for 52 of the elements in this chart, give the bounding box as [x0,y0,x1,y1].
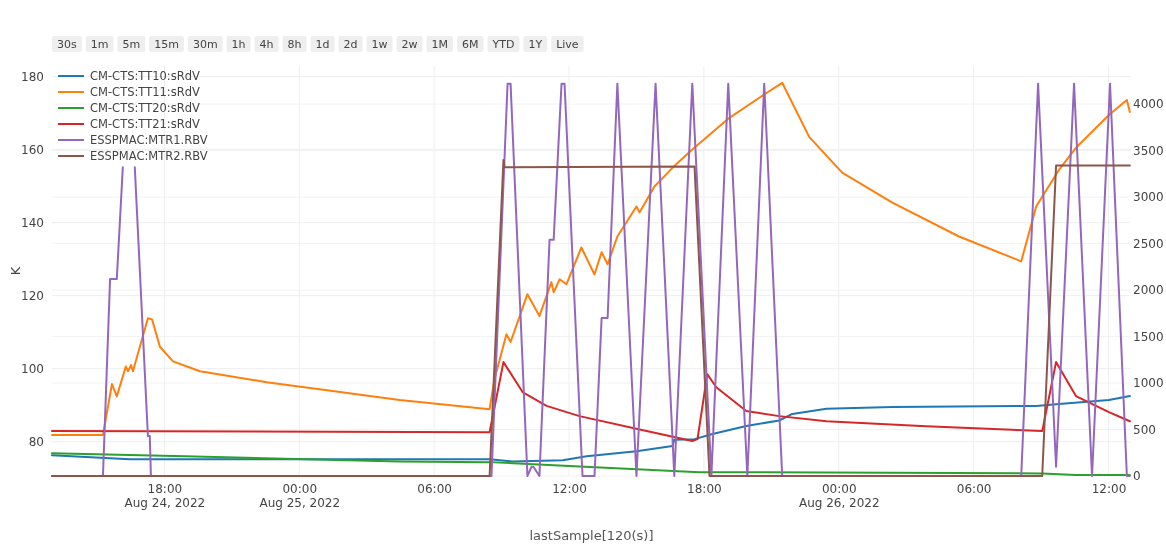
y-tick-label: 80 [28,435,44,450]
x-tick-label: 18:00 [687,481,722,496]
text: 1Y [528,38,543,51]
y-tick-label: 140 [21,215,44,230]
line-series [51,158,1131,477]
text: 5m [122,38,141,51]
text: 2d [343,38,358,51]
text: Live [556,38,579,51]
x-tick-label: 12:00 [1091,481,1127,496]
y2-tick-label: 0 [1133,469,1141,484]
line-series [51,361,1131,442]
text: 1m [90,38,109,51]
text: YTD [491,38,515,51]
text: 1h [231,38,246,51]
text: 8h [287,38,302,51]
x-tick-label: 18:00 Aug 24, 2022 [124,481,206,510]
x-tick-label: 00:00 Aug 25, 2022 [259,481,341,510]
y-tick-label: 100 [21,362,44,376]
x-tick-label: 00:00 Aug 26, 2022 [798,481,880,510]
text: 15m [154,38,179,51]
legend-label: CM-CTS:TT10:sRdV [90,69,200,83]
y2-tick-label: 500 [1133,422,1156,437]
text: 2w [401,38,418,51]
text: 4h [259,38,274,51]
text: 30m [192,38,218,51]
x-tick-label: 06:00 [956,481,992,496]
line-series [51,395,1131,463]
line-series [51,452,1131,476]
x-axis-title: lastSample[120(s)] [529,528,654,543]
legend-label: ESSPMAC:MTR2.RBV [90,149,208,163]
text: 1d [315,38,330,51]
y-tick-label: 180 [21,69,44,84]
y2-tick-label: 1500 [1133,329,1164,344]
y-tick-label: 160 [21,142,44,157]
legend-label: CM-CTS:TT21:sRdV [90,117,200,131]
legend-label: CM-CTS:TT11:sRdV [90,85,200,99]
x-tick-label: 06:00 [417,481,452,496]
legend-label: CM-CTS:TT20:sRdV [90,101,200,115]
y-axis-title: K [8,266,23,276]
text: 6M [462,38,479,51]
y2-tick-label: 1000 [1133,376,1164,391]
y2-tick-label: 3500 [1133,143,1164,158]
text: 1M [431,38,449,51]
text: 30s [57,38,77,51]
x-tick-label: 12:00 [552,481,587,496]
y2-tick-label: 4000 [1133,97,1164,112]
legend-label: ESSPMAC:MTR1.RBV [90,133,208,147]
y-tick-label: 120 [21,288,44,303]
y2-tick-label: 2500 [1133,236,1164,251]
text: 1w [371,38,388,51]
y2-tick-label: 3000 [1133,190,1164,205]
y2-tick-label: 2000 [1133,283,1164,298]
